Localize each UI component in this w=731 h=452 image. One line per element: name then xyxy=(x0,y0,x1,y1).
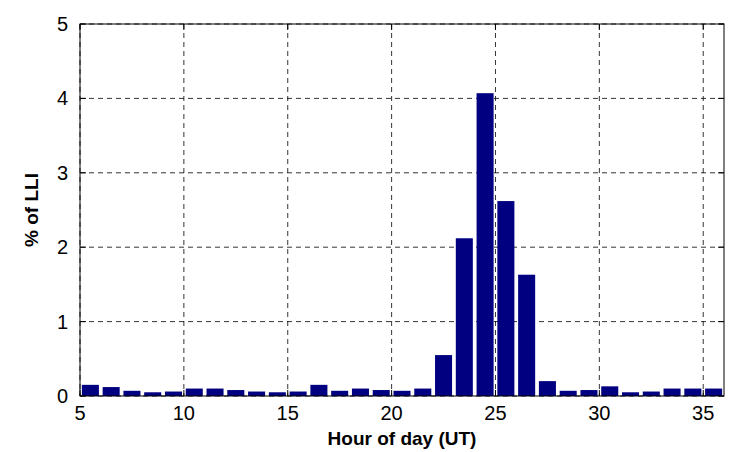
x-tick xyxy=(703,390,704,396)
bar xyxy=(477,93,494,396)
chart-container: 5 10 15 20 25 30 35 0 1 2 3 4 5 Hour of day (UT) % of … xyxy=(0,0,731,452)
bar xyxy=(518,275,535,396)
x-tick xyxy=(391,390,392,396)
x-grid-line xyxy=(495,24,496,396)
x-grid-line xyxy=(183,24,184,396)
bar xyxy=(622,392,639,396)
y-grid-line xyxy=(80,172,724,173)
y-tick xyxy=(80,172,86,173)
bar xyxy=(560,391,577,396)
chart-svg: 5 10 15 20 25 30 35 0 1 2 3 4 5 Hour of day (UT) % of … xyxy=(0,0,731,452)
bar xyxy=(248,392,265,396)
x-tick-label: 30 xyxy=(588,402,610,424)
bar xyxy=(414,389,431,396)
x-axis-label: Hour of day (UT) xyxy=(328,428,477,449)
x-tick xyxy=(80,390,81,396)
x-tick-label: 35 xyxy=(692,402,714,424)
y-tick-label: 1 xyxy=(57,311,68,333)
y-tick xyxy=(718,172,724,173)
x-tick xyxy=(703,24,704,30)
bar xyxy=(601,386,618,396)
x-tick xyxy=(599,24,600,30)
bar xyxy=(643,392,660,396)
bar xyxy=(664,389,681,396)
x-tick-label: 5 xyxy=(74,402,85,424)
bar xyxy=(227,390,244,396)
x-tick-label: 15 xyxy=(277,402,299,424)
bar xyxy=(269,392,286,396)
bar xyxy=(207,389,224,396)
x-tick xyxy=(391,24,392,30)
bar xyxy=(290,392,307,396)
x-tick xyxy=(495,390,496,396)
y-tick xyxy=(80,24,86,25)
x-tick xyxy=(599,390,600,396)
y-tick-label: 0 xyxy=(57,385,68,407)
bar xyxy=(103,387,120,396)
y-tick xyxy=(718,24,724,25)
y-tick xyxy=(80,247,86,248)
bar xyxy=(456,238,473,396)
bar xyxy=(393,391,410,396)
y-tick xyxy=(718,321,724,322)
y-tick xyxy=(718,98,724,99)
bar xyxy=(82,385,99,396)
bar xyxy=(705,389,722,396)
plot-background xyxy=(80,24,724,396)
y-tick xyxy=(80,396,86,397)
y-tick xyxy=(80,98,86,99)
bar xyxy=(373,390,390,396)
y-axis-label: % of LLI xyxy=(21,173,42,247)
bar xyxy=(539,381,556,396)
bar xyxy=(352,389,369,396)
y-tick xyxy=(718,247,724,248)
x-tick-label: 25 xyxy=(484,402,506,424)
bar xyxy=(435,355,452,396)
x-tick-label: 20 xyxy=(380,402,402,424)
y-grid-line xyxy=(80,247,724,248)
x-tick xyxy=(495,24,496,30)
y-grid-line xyxy=(80,98,724,99)
bars xyxy=(82,93,722,396)
y-tick-label: 4 xyxy=(57,87,68,109)
y-grid-line xyxy=(80,321,724,322)
x-tick-label: 10 xyxy=(173,402,195,424)
grid xyxy=(80,24,724,396)
bar xyxy=(580,390,597,396)
x-tick xyxy=(287,24,288,30)
plot-frame xyxy=(80,24,724,396)
y-tick-label: 3 xyxy=(57,162,68,184)
bar xyxy=(497,201,514,396)
x-tick xyxy=(183,390,184,396)
bar xyxy=(123,391,140,396)
x-grid-line xyxy=(703,24,704,396)
y-tick xyxy=(718,396,724,397)
x-tick xyxy=(287,390,288,396)
x-tick xyxy=(183,24,184,30)
x-tick xyxy=(80,24,81,30)
x-grid-line xyxy=(287,24,288,396)
bar xyxy=(165,392,182,396)
x-grid-line xyxy=(599,24,600,396)
y-tick-label: 2 xyxy=(57,236,68,258)
x-grid-line xyxy=(391,24,392,396)
bar xyxy=(331,391,348,396)
y-tick-label: 5 xyxy=(57,13,68,35)
axes: 5 10 15 20 25 30 35 0 1 2 3 4 5 xyxy=(57,13,724,424)
bar xyxy=(144,392,161,396)
y-tick xyxy=(80,321,86,322)
bar xyxy=(310,385,327,396)
bar xyxy=(684,389,701,396)
bar xyxy=(186,389,203,396)
